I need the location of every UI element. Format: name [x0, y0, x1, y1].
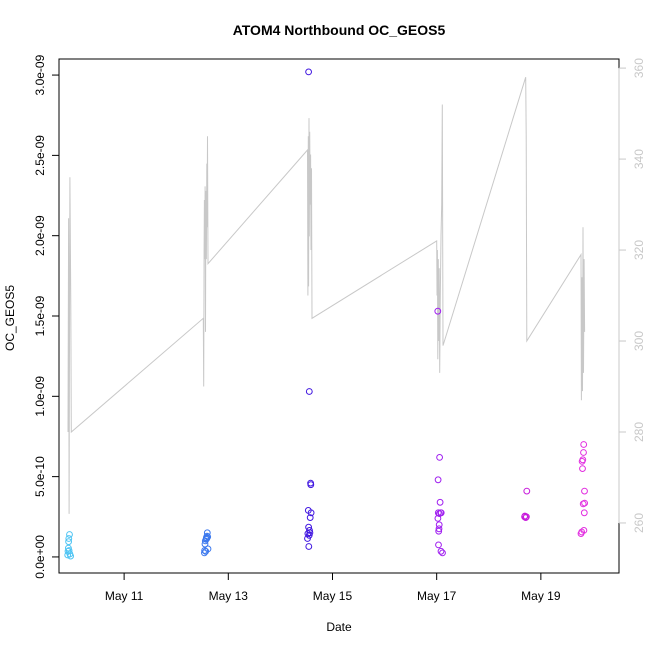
y2-tick-label: 260	[632, 513, 646, 533]
y2-tick-label: 300	[632, 331, 646, 351]
data-point	[435, 527, 443, 535]
data-point	[435, 521, 443, 529]
data-point	[307, 509, 315, 517]
secondary-line-layer	[67, 77, 586, 514]
x-axis: May 11 May 13 May 15 May 17 May 19	[105, 572, 561, 603]
x-tick-label: May 13	[209, 589, 249, 603]
data-point	[67, 552, 74, 560]
data-point	[305, 388, 313, 395]
data-point	[307, 481, 315, 489]
data-point	[304, 535, 311, 542]
data-point	[580, 441, 588, 448]
x-tick-label: May 15	[313, 589, 353, 603]
plot-frame	[58, 58, 620, 574]
data-point	[579, 465, 586, 473]
data-point	[581, 499, 588, 507]
data-point	[523, 487, 531, 495]
data-point	[306, 514, 314, 521]
data-point	[580, 449, 587, 456]
data-point	[434, 476, 442, 484]
data-point	[434, 509, 442, 517]
x-tick-label: May 19	[521, 589, 561, 603]
data-point	[66, 531, 73, 538]
y-tick-label: 0.0e+00	[33, 535, 47, 579]
y-tick-label: 3.0e-09	[33, 54, 47, 95]
y-tick-label: 1.0e-09	[33, 376, 47, 417]
chart-title: ATOM4 Northbound OC_GEOS5	[233, 22, 446, 38]
data-point	[203, 529, 211, 537]
data-point	[436, 498, 444, 506]
data-point	[437, 547, 445, 555]
y2-tick-label: 360	[632, 58, 646, 78]
y-tick-label: 1.5e-09	[33, 295, 47, 336]
data-point	[204, 545, 212, 553]
data-point	[581, 487, 588, 495]
x-tick-label: May 17	[417, 589, 457, 603]
data-point	[65, 535, 73, 542]
points-layer	[64, 68, 588, 560]
x-axis-label: Date	[326, 620, 352, 634]
y-tick-label: 2.5e-09	[33, 135, 47, 176]
y2-tick-label: 280	[632, 422, 646, 442]
data-point	[201, 549, 208, 557]
y-axis-left: 0.0e+00 5.0e-10 1.0e-09 1.5e-09 2.0e-09 2.5e-…	[33, 54, 60, 579]
data-point	[65, 538, 72, 546]
y-axis-right: 260 280 300 320 340 360	[618, 58, 646, 533]
data-point	[306, 529, 314, 537]
data-point	[436, 454, 444, 461]
data-point	[439, 549, 446, 557]
data-point	[305, 543, 313, 550]
data-point	[204, 533, 212, 541]
secondary-series-line	[67, 77, 586, 514]
y-tick-label: 5.0e-10	[33, 456, 47, 497]
data-point	[203, 532, 211, 540]
data-point	[434, 307, 442, 315]
data-point	[435, 525, 443, 533]
data-point	[523, 513, 530, 521]
data-point	[201, 547, 209, 554]
data-point	[435, 541, 442, 549]
data-point	[580, 527, 588, 534]
data-point	[579, 456, 587, 464]
y-tick-label: 2.0e-09	[33, 215, 47, 256]
x-tick-label: May 11	[105, 589, 144, 603]
data-point	[305, 68, 313, 76]
data-point	[437, 509, 445, 517]
y2-tick-label: 320	[632, 240, 646, 260]
y-axis-label: OC_GEOS5	[3, 285, 17, 351]
data-point	[306, 527, 313, 534]
data-point	[580, 509, 588, 517]
y2-tick-label: 340	[632, 149, 646, 169]
data-point	[522, 514, 530, 521]
